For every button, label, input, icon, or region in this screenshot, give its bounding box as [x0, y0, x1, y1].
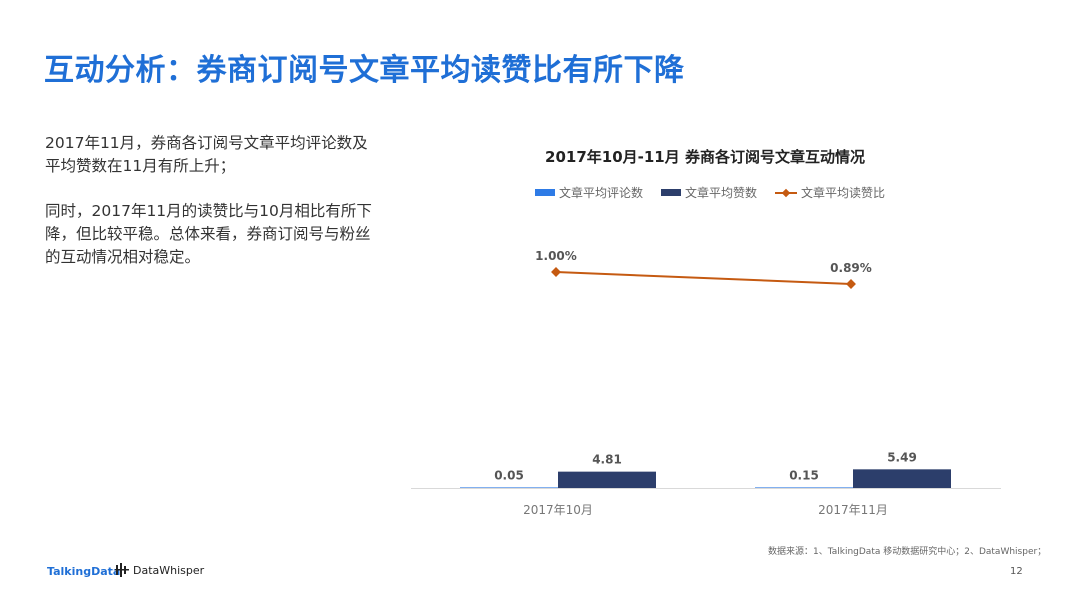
paragraph-2: 同时，2017年11月的读赞比与10月相比有所下降，但比较平稳。总体来看，券商订… — [45, 202, 372, 266]
data-source: 数据来源：1、TalkingData 移动数据研究中心；2、DataWhispe… — [768, 547, 1047, 557]
bar-label-0-1: 0.15 — [789, 468, 819, 482]
ratio-marker-0 — [551, 267, 561, 277]
bar-label-0-0: 0.05 — [494, 468, 524, 482]
ratio-marker-1 — [846, 279, 856, 289]
legend-item-likes: 文章平均赞数 — [660, 184, 757, 201]
paragraph-1: 2017年11月，券商各订阅号文章平均评论数及平均赞数在11月有所上升； — [45, 134, 368, 175]
talkingdata-logo: TalkingData — [47, 565, 121, 578]
bar-1-0 — [558, 471, 656, 488]
datawhisper-logo-text: DataWhisper — [133, 563, 205, 577]
legend-swatch-likes — [660, 189, 681, 196]
chart-title: 2017年10月-11月 券商各订阅号文章互动情况 — [545, 148, 865, 166]
ratio-line — [555, 271, 852, 285]
ratio-label-0: 1.00% — [535, 249, 577, 263]
legend-item-ratio: 文章平均读赞比 — [775, 184, 885, 201]
page-number: 12 — [1010, 566, 1023, 577]
x-tick-label-0: 2017年10月 — [523, 503, 593, 517]
legend-swatch-ratio — [775, 188, 797, 198]
chart-legend: 文章平均评论数 文章平均赞数 文章平均读赞比 — [405, 184, 1015, 201]
legend-label-likes: 文章平均赞数 — [684, 186, 757, 200]
page-title: 互动分析：券商订阅号文章平均读赞比有所下降 — [44, 53, 685, 88]
body-text: 2017年11月，券商各订阅号文章平均评论数及平均赞数在11月有所上升； 同时，… — [45, 132, 375, 291]
legend-label-ratio: 文章平均读赞比 — [801, 186, 886, 200]
legend-item-comments: 文章平均评论数 — [534, 184, 643, 201]
x-tick-label-1: 2017年11月 — [818, 503, 888, 517]
datawhisper-logo: DataWhisper — [115, 563, 204, 577]
chart-plot-area: 0.05 4.81 2017年10月 0.15 5.49 2017年11月 1.00% 0.8… — [411, 249, 1001, 517]
bar-1-1 — [853, 469, 951, 488]
bar-0-1 — [755, 487, 853, 488]
bar-0-0 — [460, 487, 558, 488]
legend-label-comments: 文章平均评论数 — [558, 186, 643, 200]
bar-label-1-1: 5.49 — [887, 450, 917, 464]
datawhisper-mark-icon — [115, 563, 129, 577]
ratio-label-1: 0.89% — [830, 261, 872, 275]
chart: 2017年10月-11月 券商各订阅号文章互动情况 文章平均评论数 文章平均赞数… — [405, 138, 1015, 528]
bar-label-1-0: 4.81 — [592, 453, 622, 467]
legend-swatch-comments — [534, 189, 555, 196]
